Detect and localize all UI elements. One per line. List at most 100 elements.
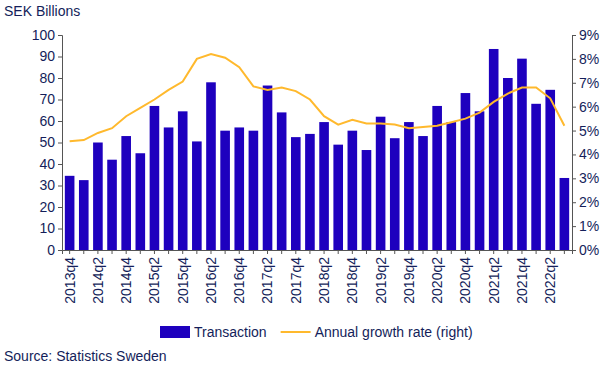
tick-mark	[58, 186, 62, 187]
marks	[65, 49, 569, 250]
tick-label: 10	[39, 220, 55, 236]
tick-mark	[168, 250, 169, 254]
tick-mark	[140, 250, 141, 254]
tick	[394, 250, 395, 254]
bar	[404, 122, 414, 250]
tick: 0	[47, 242, 62, 258]
tick-mark	[572, 35, 576, 36]
tick-label: 2022q2	[542, 257, 558, 304]
tick: 8%	[572, 51, 599, 67]
tick-label: 0%	[579, 242, 599, 258]
tick-mark	[572, 131, 576, 132]
tick-mark	[564, 250, 565, 254]
y2-axis: 0%1%2%3%4%5%6%7%8%9%	[572, 27, 599, 258]
tick: 2%	[572, 194, 599, 210]
bar	[164, 127, 174, 250]
tick-mark	[572, 202, 576, 203]
axis-line	[63, 251, 573, 255]
tick: 2017q4	[288, 250, 304, 304]
tick: 2021q4	[514, 250, 530, 304]
tick-mark	[493, 250, 494, 254]
plot: 01020304050607080901000%1%2%3%4%5%6%7%8%…	[32, 27, 600, 304]
tick: 2021q2	[486, 250, 502, 304]
tick: 2019q4	[401, 250, 417, 304]
tick-mark	[550, 250, 551, 254]
tick: 50	[39, 134, 62, 150]
legend-item: Transaction	[160, 324, 267, 340]
bar	[107, 160, 117, 250]
tick-mark	[58, 229, 62, 230]
tick: 2017q2	[259, 250, 275, 304]
tick-mark	[58, 35, 62, 36]
tick: 4%	[572, 146, 599, 162]
bar	[489, 49, 499, 250]
tick-label: 2021q4	[514, 257, 530, 304]
tick-label: 2019q2	[373, 257, 389, 304]
tick-label: 2019q4	[401, 257, 417, 304]
bar	[531, 104, 541, 250]
bar	[560, 178, 570, 250]
tick: 2019q2	[373, 250, 389, 304]
bar	[277, 112, 287, 250]
tick-mark	[380, 250, 381, 254]
tick-mark	[253, 250, 254, 254]
tick	[168, 250, 169, 254]
tick-mark	[366, 250, 367, 254]
bar	[150, 106, 160, 250]
tick-label: 2015q4	[175, 257, 191, 304]
tick-label: 5%	[579, 123, 599, 139]
tick	[83, 250, 84, 254]
tick-mark	[239, 250, 240, 254]
tick-label: 40	[39, 156, 55, 172]
tick-mark	[295, 250, 296, 254]
tick-label: 7%	[579, 75, 599, 91]
tick-label: 100	[32, 27, 56, 43]
axis-line	[58, 36, 63, 251]
tick-mark	[352, 250, 353, 254]
tick-mark	[58, 164, 62, 165]
tick	[564, 250, 565, 254]
tick: 9%	[572, 27, 599, 43]
tick: 80	[39, 70, 62, 86]
tick: 2015q2	[146, 250, 162, 304]
bar	[503, 78, 513, 250]
bar	[432, 106, 442, 250]
tick-label: 2014q4	[118, 257, 134, 304]
axis-title: SEK Billions	[4, 3, 80, 19]
tick-mark	[572, 107, 576, 108]
tick: 40	[39, 156, 62, 172]
x-axis: 2013q42014q22014q42015q22015q42016q22016…	[62, 250, 573, 304]
bar	[263, 86, 273, 250]
bar	[475, 111, 485, 250]
tick-mark	[507, 250, 508, 254]
legend-item: Annual growth rate (right)	[281, 324, 473, 340]
tick-mark	[309, 250, 310, 254]
tick	[507, 250, 508, 254]
tick: 2013q4	[62, 250, 78, 304]
tick: 2014q2	[90, 250, 106, 304]
tick: 2014q4	[118, 250, 134, 304]
y-axis: 0102030405060708090100	[32, 27, 63, 258]
legend-swatch	[160, 326, 190, 338]
tick-mark	[126, 250, 127, 254]
tick-mark	[324, 250, 325, 254]
tick-mark	[572, 83, 576, 84]
bar	[291, 137, 301, 250]
tick-mark	[225, 250, 226, 254]
bar	[348, 131, 358, 250]
tick: 100	[32, 27, 62, 43]
tick-label: 1%	[579, 218, 599, 234]
bar	[65, 176, 75, 250]
tick-label: 80	[39, 70, 55, 86]
tick: 7%	[572, 75, 599, 91]
bar	[333, 145, 343, 250]
bar	[206, 82, 216, 250]
tick: 2018q2	[316, 250, 332, 304]
bar	[545, 90, 555, 250]
tick-mark	[58, 121, 62, 122]
line	[70, 54, 565, 141]
bar	[418, 136, 428, 250]
legend-swatch	[281, 331, 311, 333]
axis-line	[573, 36, 577, 251]
tick: 2022q2	[542, 250, 558, 304]
